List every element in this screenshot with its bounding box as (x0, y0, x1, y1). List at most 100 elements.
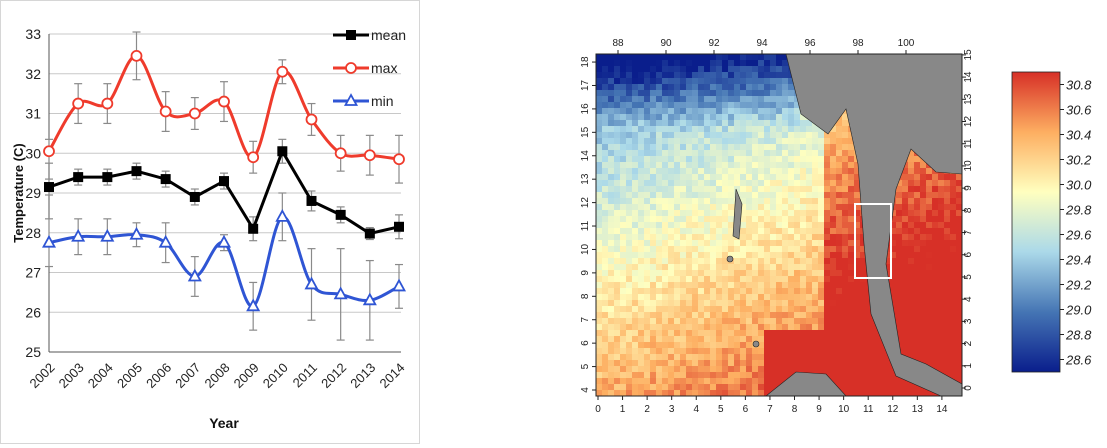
sst-cell (602, 186, 609, 193)
sst-cell (854, 336, 861, 343)
sst-cell (776, 54, 783, 61)
sst-cell (860, 282, 867, 289)
sst-cell (830, 348, 837, 355)
sst-cell (776, 198, 783, 205)
sst-cell (596, 90, 603, 97)
sst-cell (800, 360, 807, 367)
sst-cell (908, 264, 915, 271)
sst-cell (698, 192, 705, 199)
sst-cell (722, 324, 729, 331)
sst-cell (614, 156, 621, 163)
sst-cell (806, 156, 813, 163)
sst-cell (674, 294, 681, 301)
sst-cell (782, 348, 789, 355)
sst-cell (722, 288, 729, 295)
sst-cell (908, 342, 915, 349)
sst-cell (950, 228, 957, 235)
sst-cell (746, 264, 753, 271)
sst-cell (794, 336, 801, 343)
sst-cell (734, 258, 741, 265)
sst-cell (836, 126, 843, 133)
sst-cell (800, 348, 807, 355)
sst-cell (746, 282, 753, 289)
sst-cell (812, 252, 819, 259)
sst-cell (680, 252, 687, 259)
sst-cell (752, 102, 759, 109)
sst-cell (614, 276, 621, 283)
sst-cell (674, 258, 681, 265)
sst-cell (788, 246, 795, 253)
sst-cell (734, 138, 741, 145)
sst-cell (668, 186, 675, 193)
sst-cell (668, 246, 675, 253)
sst-cell (878, 348, 885, 355)
sst-cell (656, 84, 663, 91)
sst-cell (956, 264, 962, 271)
sst-cell (764, 264, 771, 271)
sst-cell (938, 336, 945, 343)
sst-cell (722, 132, 729, 139)
sst-cell (698, 126, 705, 133)
sst-cell (650, 78, 657, 85)
sst-cell (854, 162, 861, 169)
sst-cell (770, 264, 777, 271)
sst-cell (842, 198, 849, 205)
sst-cell (626, 150, 633, 157)
sst-cell (896, 336, 903, 343)
sst-cell (662, 54, 669, 61)
sst-cell (650, 102, 657, 109)
sst-cell (854, 366, 861, 373)
sst-cell (812, 186, 819, 193)
y-tick-label: 29 (25, 185, 41, 201)
right-tick-label: 3 (963, 318, 974, 324)
sst-cell (650, 348, 657, 355)
sst-cell (764, 90, 771, 97)
sst-cell (896, 240, 903, 247)
right-tick-label: 13 (963, 93, 974, 105)
sst-cell (680, 264, 687, 271)
sst-cell (818, 330, 825, 337)
sst-cell (686, 120, 693, 127)
sst-cell (842, 366, 849, 373)
sst-cell (650, 120, 657, 127)
sst-cell (920, 168, 927, 175)
sst-cell (602, 336, 609, 343)
sst-cell (596, 300, 603, 307)
sst-cell (716, 264, 723, 271)
sst-cell (830, 258, 837, 265)
sst-cell (836, 294, 843, 301)
sst-cell (776, 246, 783, 253)
sst-cell (704, 204, 711, 211)
sst-cell (698, 210, 705, 217)
sst-cell (812, 294, 819, 301)
sst-cell (626, 282, 633, 289)
sst-cell (596, 192, 603, 199)
colorbar-tick-label: 30.6 (1066, 103, 1092, 118)
sst-cell (956, 288, 962, 295)
sst-cell (620, 360, 627, 367)
sst-cell (596, 108, 603, 115)
sst-cell (926, 360, 933, 367)
sst-cell (734, 162, 741, 169)
sst-cell (788, 132, 795, 139)
sst-cell (818, 228, 825, 235)
sst-cell (614, 72, 621, 79)
sst-cell (824, 258, 831, 265)
sst-cell (770, 192, 777, 199)
sst-cell (680, 204, 687, 211)
sst-cell (740, 228, 747, 235)
sst-cell (890, 300, 897, 307)
sst-cell (704, 234, 711, 241)
sst-cell (632, 60, 639, 67)
sst-cell (854, 288, 861, 295)
sst-cell (686, 174, 693, 181)
sst-cell (746, 312, 753, 319)
sst-cell (938, 174, 945, 181)
sst-cell (884, 390, 891, 396)
sst-cell (686, 300, 693, 307)
sst-cell (638, 264, 645, 271)
sst-cell (674, 180, 681, 187)
sst-cell (788, 108, 795, 115)
sst-cell (860, 390, 867, 396)
sst-cell (794, 324, 801, 331)
